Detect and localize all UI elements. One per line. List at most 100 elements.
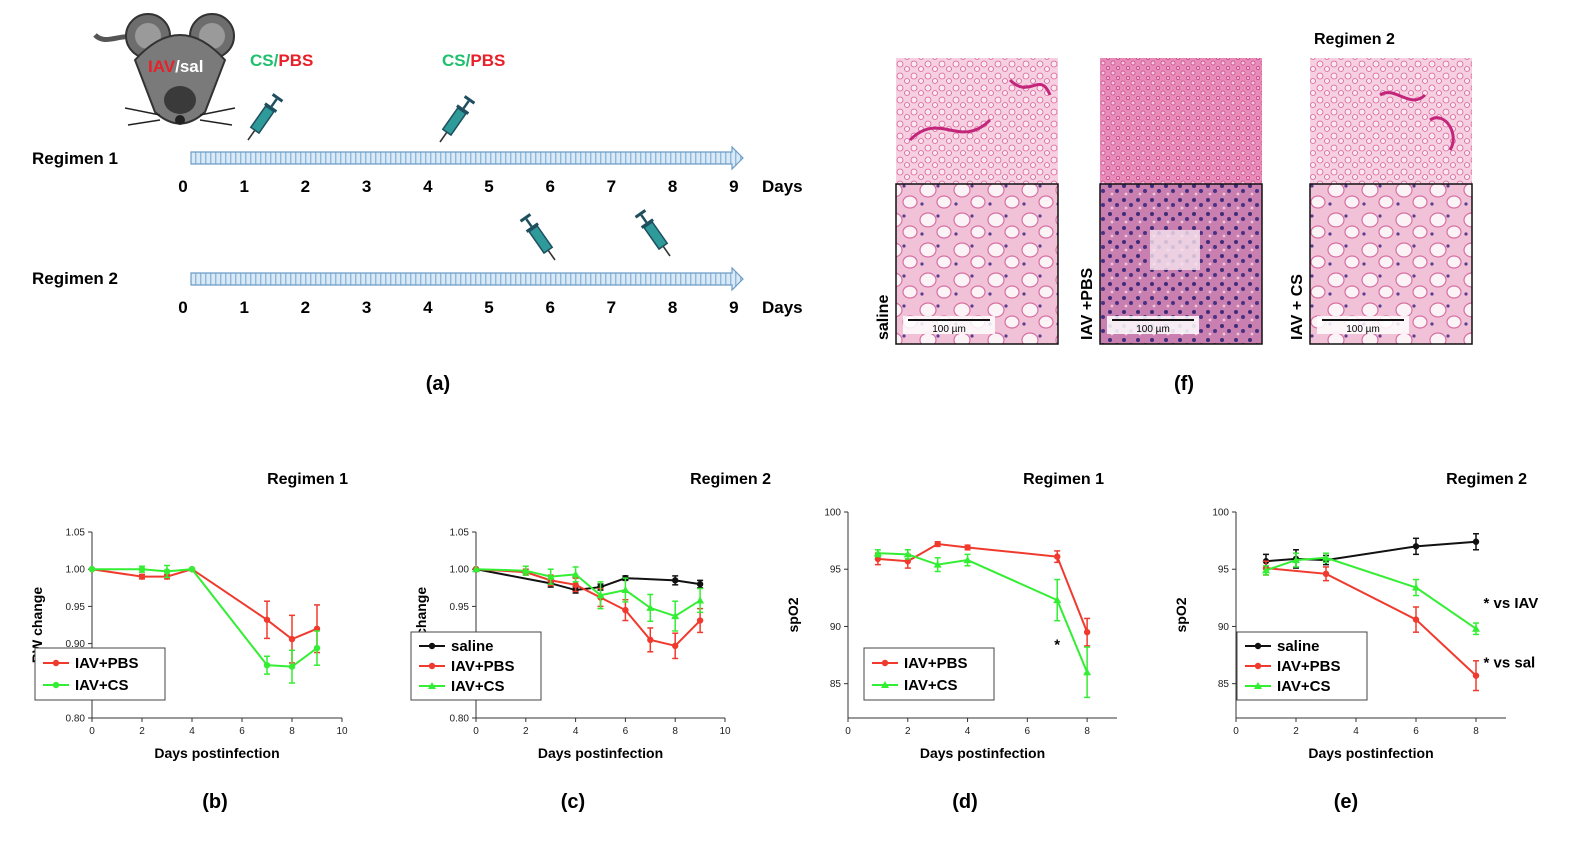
regimen1-day-0: 0: [178, 177, 187, 196]
regimen1-day-6: 6: [545, 177, 554, 196]
mouse-label-iav: IAV: [148, 57, 176, 76]
chart-c-xtick-4: 4: [573, 726, 579, 737]
chart-c-point-IAV+CS-0: [472, 565, 480, 573]
chart-b-xtick-2: 2: [139, 726, 145, 737]
chart-c-ytick-1.05: 1.05: [450, 528, 470, 539]
chart-e-xlabel: Days postinfection: [1308, 745, 1433, 761]
chart-c-point-IAV+CS-4: [571, 570, 580, 578]
regimen1-label: Regimen 1: [32, 149, 118, 168]
chart-b-xtick-8: 8: [289, 726, 295, 737]
inj1-label-pbs: PBS: [278, 51, 313, 70]
chart-d-title: Regimen 1: [1023, 471, 1104, 488]
inj2-label-pbs: PBS: [470, 51, 505, 70]
svg-text:IAV/sal: IAV/sal: [148, 57, 203, 76]
chart-d-point-IAV+PBS-3: [934, 540, 941, 548]
chart-c-legend-marker-saline: [428, 642, 436, 650]
svg-text:CS/PBS: CS/PBS: [250, 51, 313, 70]
chart-c-point-IAV+PBS-7: [647, 636, 654, 644]
chart-b-ytick-0.90: 0.90: [66, 639, 86, 650]
chart-d-point-IAV+CS-2: [903, 550, 912, 558]
inj2-label-sep: /: [466, 51, 471, 70]
chart-b-point-IAV+PBS-8: [288, 635, 296, 643]
chart-c-ytick-1.00: 1.00: [450, 565, 470, 576]
regimen1-day-1: 1: [239, 177, 248, 196]
chart-d-ytick-90: 90: [830, 622, 842, 633]
chart-c-series-IAV+CS: [472, 565, 705, 632]
chart-e-xtick-0: 0: [1233, 726, 1239, 737]
chart-c-point-IAV+CS-2: [521, 566, 530, 574]
panel-a-label: (a): [426, 373, 450, 395]
chart-e-legend-label-saline: saline: [1277, 638, 1320, 655]
chart-e-legend: saline IAV+PBS IAV+CS: [1236, 631, 1368, 701]
chart-e-line-IAV+PBS: [1265, 567, 1477, 677]
regimen1-timeline-arrow: [190, 145, 744, 171]
chart-c-legend-label-saline: saline: [451, 638, 494, 655]
chart-d-ytick-85: 85: [830, 679, 842, 690]
regimen1-day-7: 7: [607, 177, 616, 196]
chart-b-legend-marker-IAV+PBS: [52, 659, 60, 667]
chart-d-point-IAV+PBS-4: [964, 544, 971, 551]
chart-b-xtick-10: 10: [336, 726, 348, 737]
scale-bar-saline: 100 µm: [932, 324, 966, 335]
chart-c-point-IAV+CS-3: [546, 572, 555, 580]
chart-c-point-IAV+CS-6: [621, 586, 630, 594]
chart-c: Regimen 202468100.800.850.900.951.001.05…: [410, 471, 771, 813]
mouse-label-sep: /: [175, 57, 180, 76]
chart-e-xtick-6: 6: [1413, 726, 1419, 737]
chart-c-point-IAV+CS-5: [596, 591, 605, 599]
panel-f-title: Regimen 2: [1314, 31, 1395, 48]
chart-c-xtick-0: 0: [473, 726, 479, 737]
chart-b-title: Regimen 1: [267, 471, 348, 488]
chart-d-series-IAV+PBS: [874, 540, 1091, 647]
regimen2-day-3: 3: [362, 298, 371, 317]
chart-b-point-IAV+CS-4: [188, 566, 196, 573]
chart-b-point-IAV+CS-2: [138, 566, 146, 573]
chart-c-line-saline: [475, 568, 701, 592]
chart-b-ylabel: BW change: [29, 587, 45, 663]
chart-e-annotation-1: * vs sal: [1484, 655, 1536, 672]
syringe-regimen2-day5: [519, 213, 556, 261]
chart-e-point-IAV+PBS-6: [1412, 616, 1420, 623]
chart-d-ylabel: spO2: [785, 597, 801, 632]
chart-d-legend-marker-IAV+CS: [881, 681, 889, 688]
chart-c-point-saline-9: [696, 580, 704, 588]
chart-e-point-IAV+CS-6: [1412, 583, 1420, 591]
chart-c-legend-marker-IAV+PBS: [428, 662, 436, 670]
chart-e-xtick-8: 8: [1473, 726, 1479, 737]
regimen2-day-1: 1: [239, 298, 248, 317]
chart-c-panel-label: (c): [561, 791, 585, 813]
chart-d-panel-label: (d): [952, 791, 978, 813]
chart-e-point-saline-8: [1472, 538, 1480, 545]
regimen2-day-0: 0: [178, 298, 187, 317]
chart-d-point-IAV+CS-4: [963, 556, 972, 564]
chart-b: Regimen 102468100.800.850.900.951.001.05…: [29, 471, 348, 813]
regimen2-label: Regimen 2: [32, 269, 118, 288]
chart-d-xtick-6: 6: [1025, 726, 1031, 737]
chart-b-line-IAV+PBS: [91, 568, 318, 641]
chart-d-series-IAV+CS: [873, 549, 1092, 699]
chart-c-legend: saline IAV+PBS IAV+CS: [410, 631, 542, 701]
regimen2-days-unit: Days: [762, 298, 803, 317]
inj1-label-cs: CS: [250, 51, 274, 70]
svg-text:CS/PBS: CS/PBS: [442, 51, 505, 70]
regimen2-day-7: 7: [607, 298, 616, 317]
regimen1-day-8: 8: [668, 177, 677, 196]
chart-b-point-IAV+CS-9: [313, 644, 321, 652]
regimen1-day-3: 3: [362, 177, 371, 196]
chart-b-xtick-6: 6: [239, 726, 245, 737]
mouse-icon: [93, 13, 236, 126]
chart-e-series-IAV+CS: [1262, 552, 1480, 636]
regimen1-day-9: 9: [729, 177, 738, 196]
chart-d-point-IAV+CS-3: [933, 560, 942, 568]
chart-c-xtick-6: 6: [623, 726, 629, 737]
regimen2-day-8: 8: [668, 298, 677, 317]
chart-b-ytick-1.05: 1.05: [66, 528, 86, 539]
chart-c-legend-label-IAV+PBS: IAV+PBS: [451, 658, 515, 675]
chart-d-legend-box: [863, 647, 995, 701]
chart-d-line-IAV+PBS: [877, 543, 1089, 633]
regimen2-day-6: 6: [545, 298, 554, 317]
panel-f-label: (f): [1174, 373, 1194, 395]
chart-e-legend-marker-saline: [1254, 642, 1262, 650]
